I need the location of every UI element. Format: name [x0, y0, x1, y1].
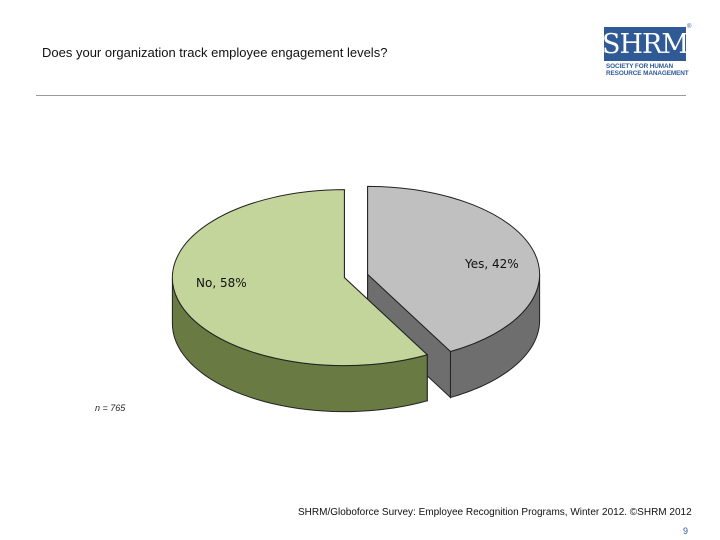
page-title: Does your organization track employee en… [42, 45, 388, 60]
pie-label-no: No, 58% [196, 276, 247, 290]
page-number: 9 [683, 526, 689, 536]
header-divider [36, 95, 686, 96]
shrm-logo: SHRM ® SOCIETY FOR HUMAN RESOURCE MANAGE… [601, 24, 692, 83]
logo-wordmark: SHRM [601, 27, 689, 61]
pie-slice-no [171, 189, 429, 367]
pie-slice-yes [367, 185, 541, 353]
logo-line-1: SOCIETY FOR HUMAN [606, 63, 674, 70]
pie-label-yes: Yes, 42% [464, 257, 519, 271]
logo-registered-mark: ® [687, 24, 692, 30]
pie-tops: Yes, 42% No, 58% [171, 185, 541, 367]
sample-size-note: n = 765 [95, 403, 126, 413]
logo-line-2: RESOURCE MANAGEMENT [606, 70, 689, 77]
source-citation: SHRM/Globoforce Survey: Employee Recogni… [298, 507, 692, 518]
